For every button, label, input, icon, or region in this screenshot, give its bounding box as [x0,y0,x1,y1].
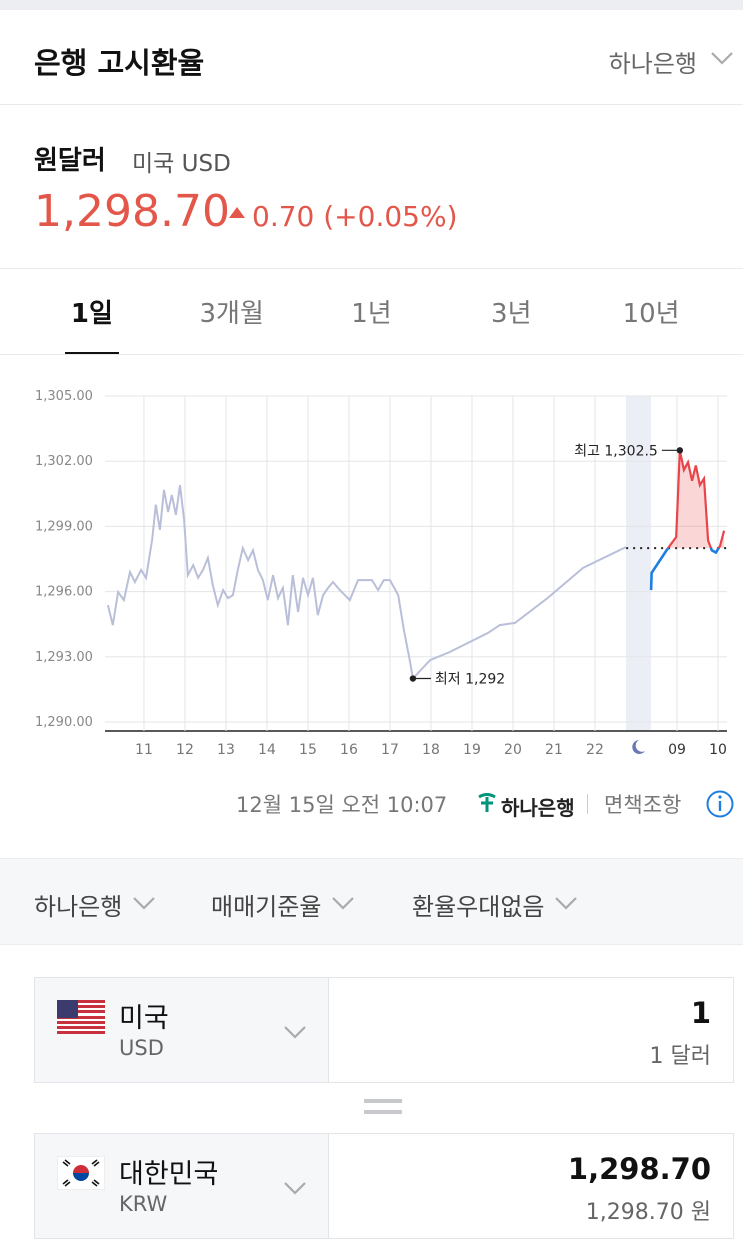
y-tick-label: 1,290.00 [35,715,93,730]
tab[interactable]: 1일 [22,270,162,355]
tab[interactable]: 1년 [351,299,392,329]
x-tick-label: 17 [381,742,399,758]
amount-text: 1,298.70 원 [585,1200,711,1225]
x-tick-label: 15 [299,742,317,758]
currency-sub: 미국 USD [132,151,231,177]
chevron [555,897,577,910]
chevron [284,1026,306,1039]
line-above [666,450,726,549]
x-tick-label: 13 [217,742,235,758]
chart: 1,290.00 1,293.00 1,296.00 1,299.00 1,302.00… [35,389,727,758]
x-tick-label: 12 [176,742,194,758]
y-tick-label: 1,302.00 [35,454,93,469]
annotation: 최저 1,292 [435,672,505,688]
flag-us [57,1000,105,1034]
annotation-dot [676,447,684,454]
currency-code: USD [119,1036,164,1060]
currency-picker[interactable]: 대한민국 KRW [35,1134,329,1238]
rate-value: 1,298.70 [34,186,230,237]
line [106,484,627,681]
currency-picker[interactable]: 미국 USD [35,978,329,1082]
divider [0,268,743,269]
separator [587,794,588,814]
amount[interactable]: 1,298.70 [567,1152,711,1186]
currency-code: KRW [119,1192,168,1216]
y-tick-label: 1,293.00 [35,650,93,665]
y-tick-label: 1,299.00 [35,519,93,534]
x-tick-label: 16 [340,742,358,758]
up-arrow [229,207,245,218]
x-tick-label: 10 [709,742,727,758]
chevron [711,52,733,65]
currency-name: 미국 [119,1003,169,1034]
page-title: 은행 고시환율 [34,46,205,80]
annotation: 최고 1,302.5 [574,443,658,459]
equals-icon [364,1099,402,1114]
flag-kr [57,1156,105,1190]
tab[interactable]: 3개월 [199,299,264,329]
converter-from: 미국 USD 1 1 달러 [34,977,734,1083]
info-icon[interactable] [705,789,735,819]
x-tick-label: 22 [586,742,604,758]
filter-select[interactable]: 매매기준율 [211,893,322,921]
filter-select[interactable]: 환율우대없음 [412,893,545,921]
line-below [649,548,721,591]
filter-bar: 하나은행 매매기준율 환율우대없음 [0,858,743,945]
bank-logo [478,793,496,812]
amount[interactable]: 1 [690,996,711,1030]
chevron [133,897,155,910]
brand: 하나은행 [501,796,575,820]
x-tick-label: 18 [422,742,440,758]
x-tick-label: 20 [504,742,522,758]
chevron [284,1182,306,1195]
tab[interactable]: 3년 [491,299,532,329]
timestamp: 12월 15일 오전 10:07 [236,793,448,817]
area-above [651,450,725,549]
amount-text: 1 달러 [649,1044,711,1069]
disclaimer[interactable]: 면책조항 [604,793,682,817]
divider [0,354,743,355]
bank-select[interactable]: 하나은행 [608,50,697,78]
period-tabs: 1일 3개월 1년 3년 10년 [22,270,721,355]
tab[interactable]: 10년 [622,299,680,329]
divider [0,104,743,105]
rate-change: 0.70 (+0.05%) [252,200,458,233]
filter-select[interactable]: 하나은행 [34,893,123,921]
converter-to: 대한민국 KRW 1,298.70 1,298.70 원 [34,1133,734,1239]
annotation-dot [409,675,417,682]
y-tick-label: 1,305.00 [35,389,93,404]
currency-name: 대한민국 [119,1159,219,1190]
y-tick-label: 1,296.00 [35,585,93,600]
moon-icon [632,740,645,754]
x-tick-label: 21 [545,742,563,758]
x-tick-label: 09 [668,742,686,758]
x-tick-label: 11 [135,742,153,758]
x-tick-label: 19 [463,742,481,758]
x-tick-label: 14 [258,742,276,758]
chevron [332,897,354,910]
night-band [626,396,651,731]
status-strip [0,0,743,10]
currency-pair: 원달러 [34,146,106,176]
